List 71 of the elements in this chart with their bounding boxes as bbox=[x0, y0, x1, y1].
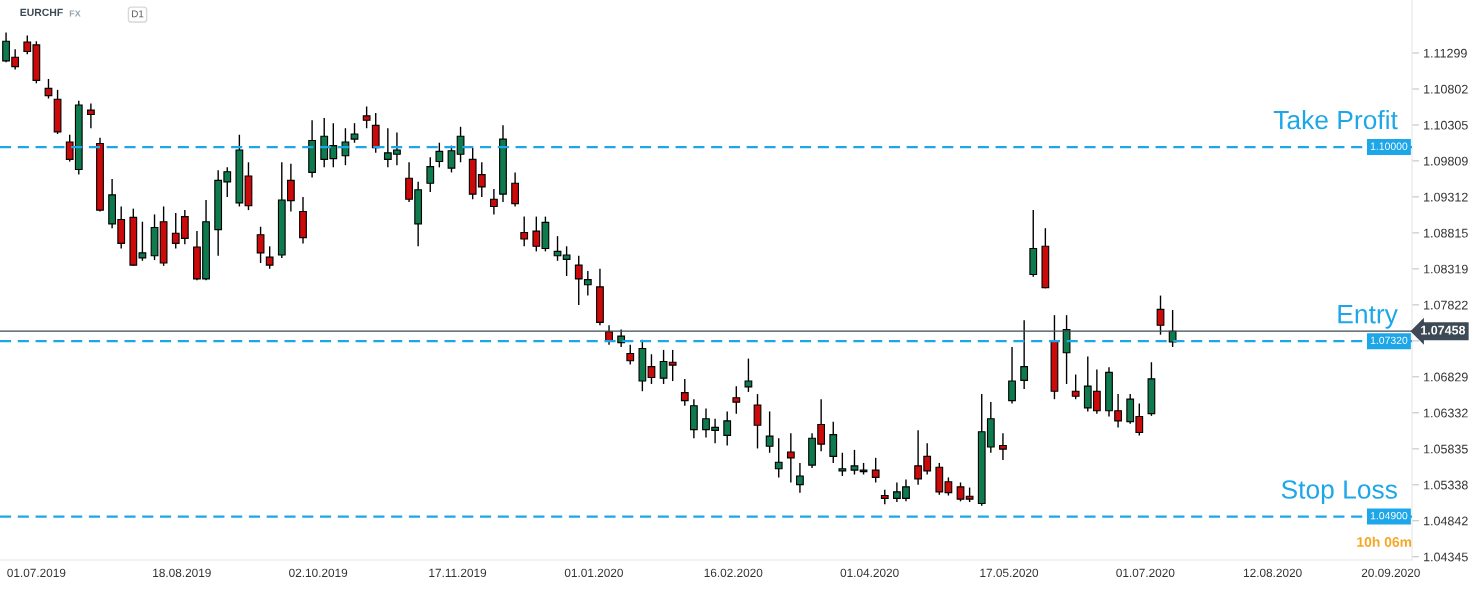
candlestick bbox=[838, 452, 847, 477]
candlestick bbox=[744, 357, 753, 393]
candlestick bbox=[829, 420, 838, 464]
candlestick bbox=[256, 226, 265, 264]
candlestick bbox=[1071, 373, 1080, 400]
y-tick-label: 1.05835 bbox=[1424, 444, 1468, 454]
text: EURCHF bbox=[20, 8, 63, 17]
candlestick bbox=[341, 127, 350, 166]
candlestick bbox=[511, 171, 519, 208]
y-tick-label: 1.10305 bbox=[1424, 120, 1468, 130]
ref-line-label: 1.04900 bbox=[1370, 511, 1408, 520]
x-tick-label: 16.02.2020 bbox=[704, 568, 763, 577]
x-tick-label: 02.10.2019 bbox=[289, 568, 348, 577]
x-tick-label: 01.01.2020 bbox=[564, 568, 623, 577]
candlestick bbox=[871, 457, 880, 484]
candlestick bbox=[1020, 319, 1029, 390]
candlestick bbox=[520, 215, 529, 248]
candlestick bbox=[362, 105, 371, 129]
candlestick bbox=[723, 410, 732, 447]
y-tick-label: 1.10802 bbox=[1424, 84, 1468, 94]
y-tick-label: 1.07822 bbox=[1424, 300, 1468, 310]
annotation: Stop Loss bbox=[1281, 480, 1397, 505]
x-tick-label: 01.07.2020 bbox=[1116, 568, 1175, 577]
candlestick bbox=[774, 437, 783, 479]
x-tick-label: 20.09.2020 bbox=[1361, 568, 1420, 577]
y-tick-label: 1.09809 bbox=[1424, 156, 1468, 166]
candlestick bbox=[626, 344, 635, 366]
y-tick-label: 1.05338 bbox=[1424, 480, 1468, 490]
x-tick-label: 01.04.2020 bbox=[840, 568, 899, 577]
y-tick-label: 1.08319 bbox=[1424, 264, 1468, 274]
candlestick bbox=[350, 122, 359, 144]
annotation: D1 bbox=[132, 10, 144, 18]
candlestick bbox=[850, 449, 859, 476]
y-tick-label: 1.06332 bbox=[1424, 408, 1468, 418]
candlestick bbox=[753, 393, 762, 450]
x-tick-label: 17.05.2020 bbox=[980, 568, 1039, 577]
y-tick-label: 1.04345 bbox=[1424, 552, 1468, 562]
y-tick-label: 1.11299 bbox=[1424, 48, 1467, 58]
candlestick bbox=[999, 432, 1007, 461]
candlestick bbox=[456, 126, 465, 163]
annotation: FX bbox=[69, 10, 81, 17]
candlestick bbox=[689, 398, 698, 439]
candlestick bbox=[732, 385, 741, 415]
candlestick bbox=[87, 102, 95, 129]
candlestick bbox=[765, 410, 774, 454]
ref-line-label: 1.07320 bbox=[1370, 336, 1408, 345]
annotation: Take Profit bbox=[1273, 109, 1398, 130]
ref-line-label: 1.10000 bbox=[1370, 142, 1408, 150]
candlestick bbox=[786, 432, 795, 484]
ref-line-label: 1.07458 bbox=[1421, 325, 1466, 335]
candlestick bbox=[490, 188, 498, 216]
y-tick-label: 1.06829 bbox=[1424, 372, 1468, 382]
annotation: Entry bbox=[1338, 305, 1398, 329]
candlestick bbox=[796, 462, 804, 494]
x-tick-label: 01.07.2019 bbox=[7, 568, 66, 577]
candlestick bbox=[1008, 346, 1016, 405]
candlestick bbox=[426, 156, 435, 193]
y-tick-label: 1.09312 bbox=[1424, 192, 1468, 202]
candlestick bbox=[1156, 294, 1165, 336]
candlestick bbox=[371, 112, 380, 154]
x-tick-label: 18.08.2019 bbox=[153, 568, 211, 577]
x-tick-label: 12.08.2020 bbox=[1243, 568, 1302, 577]
candlestick bbox=[680, 378, 689, 407]
y-tick-label: 1.04842 bbox=[1424, 516, 1468, 526]
candlestick bbox=[435, 142, 444, 169]
candlestick bbox=[265, 245, 274, 270]
candlestick bbox=[1062, 314, 1071, 385]
x-tick-label: 17.11.2019 bbox=[429, 568, 487, 577]
y-tick-label: 1.08815 bbox=[1424, 228, 1468, 238]
candlestick bbox=[44, 78, 53, 100]
annotation: 10h 06m bbox=[1357, 536, 1412, 547]
